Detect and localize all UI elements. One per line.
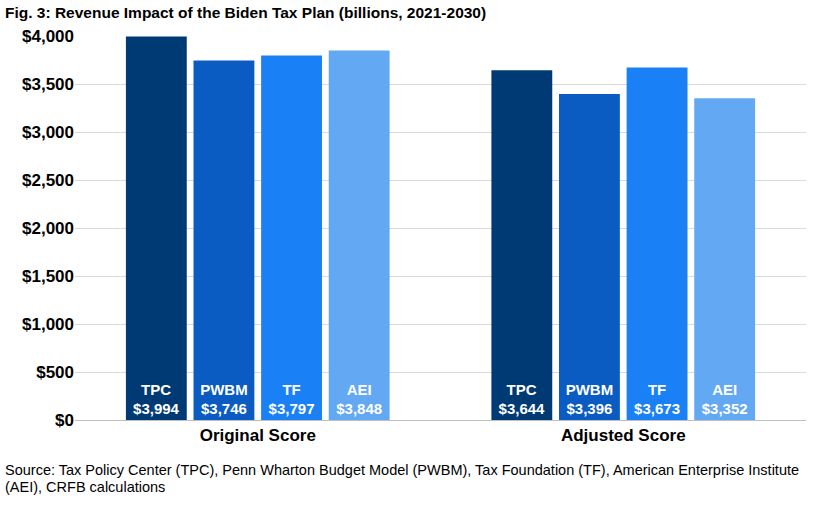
- svg-text:TPC$3,644: TPC$3,644: [499, 381, 546, 418]
- svg-text:$3,500: $3,500: [22, 75, 74, 94]
- svg-text:$3,000: $3,000: [22, 123, 74, 142]
- svg-text:Adjusted Score: Adjusted Score: [561, 426, 686, 445]
- svg-text:$2,000: $2,000: [22, 219, 74, 238]
- svg-text:AEI$3,848: AEI$3,848: [336, 381, 382, 418]
- svg-text:AEI$3,352: AEI$3,352: [702, 381, 748, 418]
- svg-text:TF$3,673: TF$3,673: [634, 381, 680, 418]
- svg-text:Original Score: Original Score: [200, 426, 316, 445]
- svg-text:TF$3,797: TF$3,797: [269, 381, 315, 418]
- svg-text:$0: $0: [55, 411, 74, 430]
- svg-text:Fig. 3: Revenue Impact of the: Fig. 3: Revenue Impact of the Biden Tax …: [5, 4, 486, 21]
- svg-text:TPC$3,994: TPC$3,994: [133, 381, 180, 418]
- svg-text:PWBM$3,396: PWBM$3,396: [566, 381, 614, 418]
- svg-text:PWBM$3,746: PWBM$3,746: [200, 381, 248, 418]
- svg-text:$4,000: $4,000: [22, 27, 74, 46]
- svg-text:$1,000: $1,000: [22, 315, 74, 334]
- svg-text:$2,500: $2,500: [22, 171, 74, 190]
- svg-text:$500: $500: [36, 363, 74, 382]
- svg-text:$1,500: $1,500: [22, 267, 74, 286]
- html-text:Source: Tax Policy Center (TPC: Source: Tax Policy Center (TPC), Penn Wh…: [5, 462, 800, 495]
